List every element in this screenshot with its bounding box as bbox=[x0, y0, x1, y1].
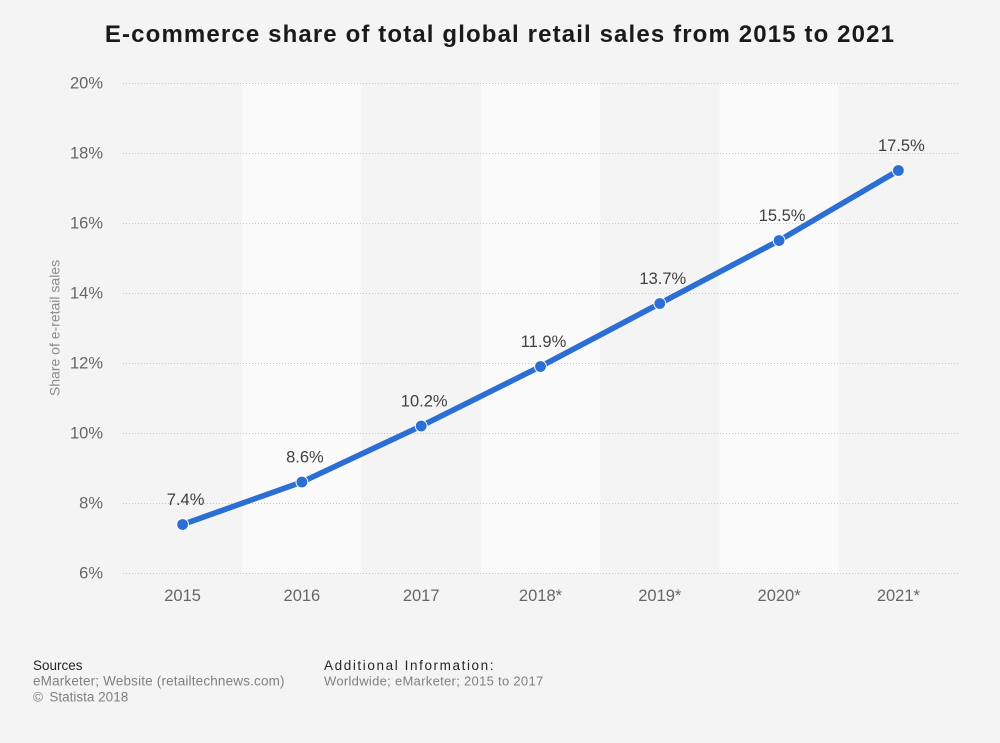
svg-text:8%: 8% bbox=[79, 495, 103, 513]
svg-text:2021*: 2021* bbox=[877, 587, 921, 605]
svg-text:10.2%: 10.2% bbox=[401, 393, 448, 411]
svg-text:16%: 16% bbox=[70, 215, 103, 233]
svg-text:Sources: Sources bbox=[33, 658, 83, 673]
svg-text:13.7%: 13.7% bbox=[639, 270, 686, 288]
svg-text:E-commerce share of total glob: E-commerce share of total global retail … bbox=[105, 21, 895, 48]
svg-text:2017: 2017 bbox=[403, 587, 440, 605]
svg-text:2016: 2016 bbox=[284, 587, 321, 605]
svg-text:2015: 2015 bbox=[164, 587, 201, 605]
svg-text:2020*: 2020* bbox=[758, 587, 802, 605]
svg-text:eMarketer; Website (retailtech: eMarketer; Website (retailtechnews.com) bbox=[33, 674, 285, 689]
svg-text:11.9%: 11.9% bbox=[521, 333, 567, 351]
svg-text:Share of e-retail sales: Share of e-retail sales bbox=[47, 260, 63, 396]
svg-text:2018*: 2018* bbox=[519, 587, 563, 605]
svg-text:Additional Information:: Additional Information: bbox=[324, 658, 495, 673]
svg-text:17.5%: 17.5% bbox=[878, 137, 925, 155]
svg-text:8.6%: 8.6% bbox=[286, 449, 324, 467]
svg-text:7.4%: 7.4% bbox=[167, 491, 205, 509]
svg-text:10%: 10% bbox=[70, 425, 103, 443]
svg-text:18%: 18% bbox=[70, 145, 103, 163]
svg-text:6%: 6% bbox=[79, 565, 103, 583]
svg-text:15.5%: 15.5% bbox=[759, 207, 806, 225]
svg-text:12%: 12% bbox=[70, 355, 103, 373]
svg-text:20%: 20% bbox=[70, 75, 103, 93]
svg-text:© Statista 2018: © Statista 2018 bbox=[33, 689, 128, 704]
svg-text:14%: 14% bbox=[70, 285, 103, 303]
svg-text:Worldwide; eMarketer; 2015 to: Worldwide; eMarketer; 2015 to 2017 bbox=[324, 674, 544, 689]
svg-text:2019*: 2019* bbox=[638, 587, 682, 605]
